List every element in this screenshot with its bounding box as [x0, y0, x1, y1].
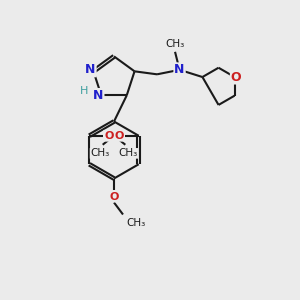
Text: N: N [85, 63, 96, 76]
Text: CH₃: CH₃ [119, 148, 138, 158]
Text: O: O [231, 70, 242, 83]
Text: H: H [80, 86, 88, 96]
Text: CH₃: CH₃ [165, 39, 185, 49]
Text: O: O [104, 131, 113, 141]
Text: O: O [115, 131, 124, 141]
Text: CH₃: CH₃ [126, 218, 145, 228]
Text: N: N [93, 89, 104, 102]
Text: N: N [174, 63, 185, 76]
Text: CH₃: CH₃ [90, 148, 109, 158]
Text: O: O [109, 191, 119, 202]
